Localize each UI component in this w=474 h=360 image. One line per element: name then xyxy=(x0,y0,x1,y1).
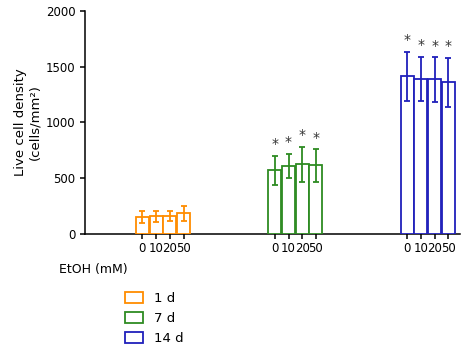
Text: *: * xyxy=(285,135,292,149)
Bar xyxy=(164,216,176,234)
Bar xyxy=(282,166,295,234)
Y-axis label: Live cell density
(cells/mm²): Live cell density (cells/mm²) xyxy=(14,68,42,176)
Bar xyxy=(150,216,163,234)
Bar xyxy=(414,79,428,234)
Text: *: * xyxy=(271,138,278,152)
Text: EtOH (mM): EtOH (mM) xyxy=(59,263,128,276)
Bar xyxy=(268,170,282,234)
Bar xyxy=(296,164,309,234)
Text: *: * xyxy=(404,33,411,47)
Text: *: * xyxy=(431,39,438,53)
Bar xyxy=(401,76,414,234)
Bar xyxy=(428,80,441,234)
Bar xyxy=(177,213,190,234)
Text: *: * xyxy=(299,129,306,143)
Text: *: * xyxy=(312,131,319,145)
Bar xyxy=(310,165,322,234)
Text: *: * xyxy=(418,38,424,52)
Bar xyxy=(136,217,149,234)
Text: *: * xyxy=(445,39,452,53)
Bar xyxy=(442,82,455,234)
Legend: 1 d, 7 d, 14 d: 1 d, 7 d, 14 d xyxy=(122,290,186,347)
